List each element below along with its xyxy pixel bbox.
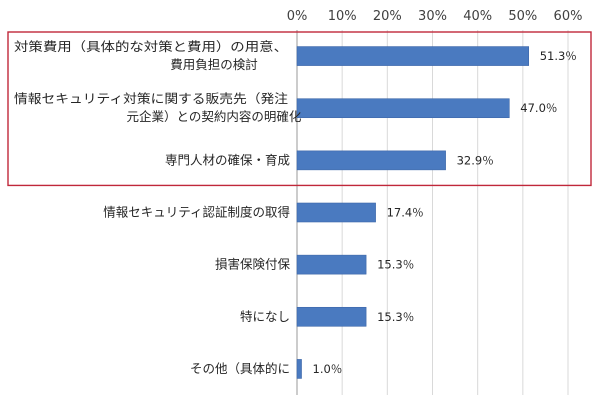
highlight-box: [7, 31, 592, 187]
x-tick-label: 20%: [373, 9, 402, 24]
data-label: 51.3％: [540, 49, 577, 63]
category-label: その他（具体的に: [190, 361, 290, 376]
category-label: 特になし: [240, 309, 290, 324]
category-label: 専門人材の確保・育成: [165, 152, 290, 167]
x-tick-label: 60%: [554, 9, 583, 24]
bar: [296, 46, 530, 66]
bar: [296, 306, 367, 327]
x-tick-label: 30%: [418, 9, 447, 24]
category-label: 元企業）との契約内容の明確化: [127, 109, 302, 124]
bar: [296, 98, 510, 119]
x-tick-label: 50%: [508, 9, 537, 24]
category-label: 損害保険付保: [215, 257, 291, 272]
data-label: 15.3％: [377, 310, 414, 324]
bar: [296, 359, 302, 379]
x-tick-label: 40%: [463, 9, 492, 24]
category-label: 情報セキュリティ認証制度の取得: [103, 205, 290, 220]
x-tick-label: 0%: [287, 9, 308, 24]
category-label: 対策費用（具体的な対策と費用）の用意、: [14, 39, 288, 54]
data-label: 15.3％: [377, 258, 414, 272]
category-label: 情報セキュリティ対策に関する販売先（発注: [14, 91, 289, 106]
data-label: 47.0％: [520, 101, 557, 115]
bar: [296, 202, 376, 223]
x-tick-label: 10%: [328, 9, 357, 24]
bar: [296, 254, 367, 275]
bar: [296, 150, 446, 171]
category-label: 費用負担の検討: [170, 57, 258, 72]
data-label: 32.9％: [457, 153, 494, 167]
data-label: 17.4％: [387, 206, 424, 220]
data-label: 1.0％: [313, 362, 343, 376]
